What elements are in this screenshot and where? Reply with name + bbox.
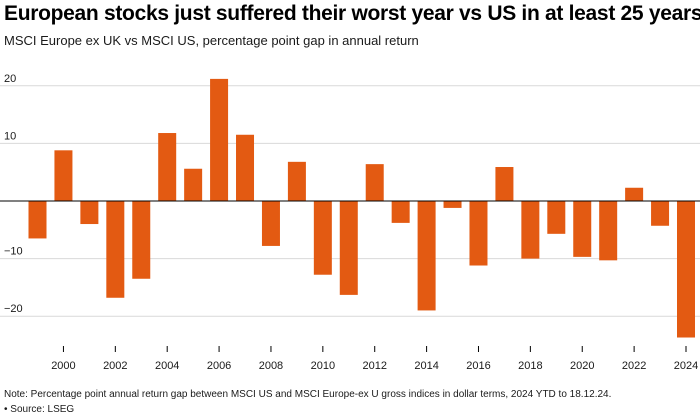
bar-2021 (599, 201, 618, 261)
bar-2022 (625, 187, 644, 201)
bar-2002 (106, 201, 125, 298)
chart-title: European stocks just suffered their wors… (4, 2, 700, 25)
x-tick-label: 2006 (207, 360, 231, 372)
bar-2020 (573, 201, 592, 257)
chart-note: Note: Percentage point annual return gap… (4, 389, 612, 400)
bar-2024 (677, 201, 695, 338)
bar-2019 (547, 201, 566, 234)
bar-2003 (132, 201, 151, 279)
x-tick-label: 2024 (674, 360, 698, 372)
bar-2005 (184, 168, 203, 201)
bar-1999 (28, 201, 47, 239)
x-tick-label: 2022 (622, 360, 646, 372)
bar-2008 (261, 201, 280, 246)
bar-2007 (236, 134, 255, 201)
y-tick-label: 10 (4, 130, 16, 142)
x-tick-label: 2012 (362, 360, 386, 372)
x-tick-label: 2000 (51, 360, 75, 372)
x-tick-label: 2018 (518, 360, 542, 372)
bar-2013 (391, 201, 410, 223)
x-tick-label: 2016 (466, 360, 490, 372)
bar-2004 (158, 133, 177, 201)
bar-2011 (339, 201, 358, 295)
x-tick-label: 2010 (311, 360, 335, 372)
chart-source: • Source: LSEG (4, 404, 75, 415)
bar-2023 (651, 201, 670, 226)
bar-2001 (80, 201, 99, 225)
y-tick-label: 20 (4, 73, 16, 85)
bar-2015 (443, 201, 462, 208)
x-tick-label: 2014 (414, 360, 438, 372)
x-tick-label: 2004 (155, 360, 179, 372)
chart-subtitle: MSCI Europe ex UK vs MSCI US, percentage… (4, 33, 419, 48)
y-tick-label: −10 (4, 246, 23, 258)
x-tick-label: 2020 (570, 360, 594, 372)
bar-2012 (365, 164, 384, 201)
y-axis-ticks: 20 10 −10 −20 (4, 73, 23, 315)
bar-2018 (521, 201, 540, 259)
x-tick-label: 2008 (259, 360, 283, 372)
bar-2006 (210, 78, 229, 201)
bar-2010 (313, 201, 332, 275)
bar-2009 (287, 161, 306, 201)
bar-2000 (54, 150, 73, 201)
bar-2017 (495, 167, 514, 201)
bar-2014 (417, 201, 436, 311)
bars (28, 78, 695, 338)
bar-2016 (469, 201, 488, 266)
x-tick-label: 2002 (103, 360, 127, 372)
x-axis-ticks: 2000 2002 2004 2006 2008 2010 2012 2014 2016 2018… (51, 346, 698, 372)
y-tick-label: −20 (4, 303, 23, 315)
